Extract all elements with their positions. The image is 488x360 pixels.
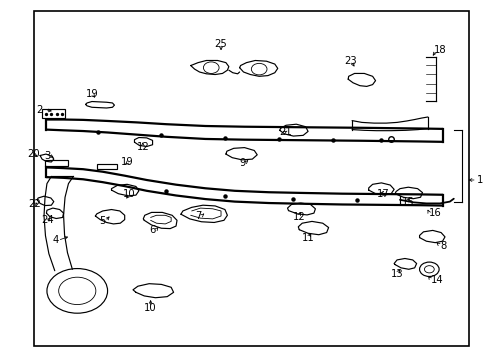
Text: 5: 5 (99, 216, 105, 226)
Text: 24: 24 (41, 215, 54, 225)
Text: 19: 19 (121, 157, 134, 167)
Bar (45, 160, 68, 166)
Text: 3: 3 (44, 150, 50, 161)
Text: 1: 1 (476, 175, 482, 185)
Text: 20: 20 (27, 149, 40, 159)
Bar (41, 109, 65, 118)
Text: 9: 9 (239, 158, 245, 168)
Text: 7: 7 (195, 211, 202, 221)
Text: 12: 12 (137, 142, 149, 152)
Text: 14: 14 (430, 275, 443, 285)
Text: 2: 2 (37, 105, 43, 115)
Text: 6: 6 (149, 225, 155, 235)
Text: 10: 10 (144, 303, 157, 313)
Text: 19: 19 (85, 89, 98, 99)
Bar (34, 11, 468, 346)
Text: 25: 25 (214, 39, 226, 49)
Text: 15: 15 (401, 197, 414, 207)
Text: 21: 21 (279, 127, 292, 138)
Text: 23: 23 (344, 56, 357, 66)
Text: 4: 4 (52, 235, 59, 246)
Text: 16: 16 (428, 208, 441, 218)
Text: 10: 10 (123, 189, 136, 199)
Text: 11: 11 (302, 233, 314, 243)
Text: 12: 12 (292, 212, 305, 222)
Bar (97, 164, 117, 169)
Text: 13: 13 (390, 269, 403, 279)
Text: 17: 17 (376, 189, 388, 199)
Text: 8: 8 (439, 240, 446, 251)
Text: 22: 22 (28, 199, 41, 210)
Text: 18: 18 (433, 45, 446, 55)
